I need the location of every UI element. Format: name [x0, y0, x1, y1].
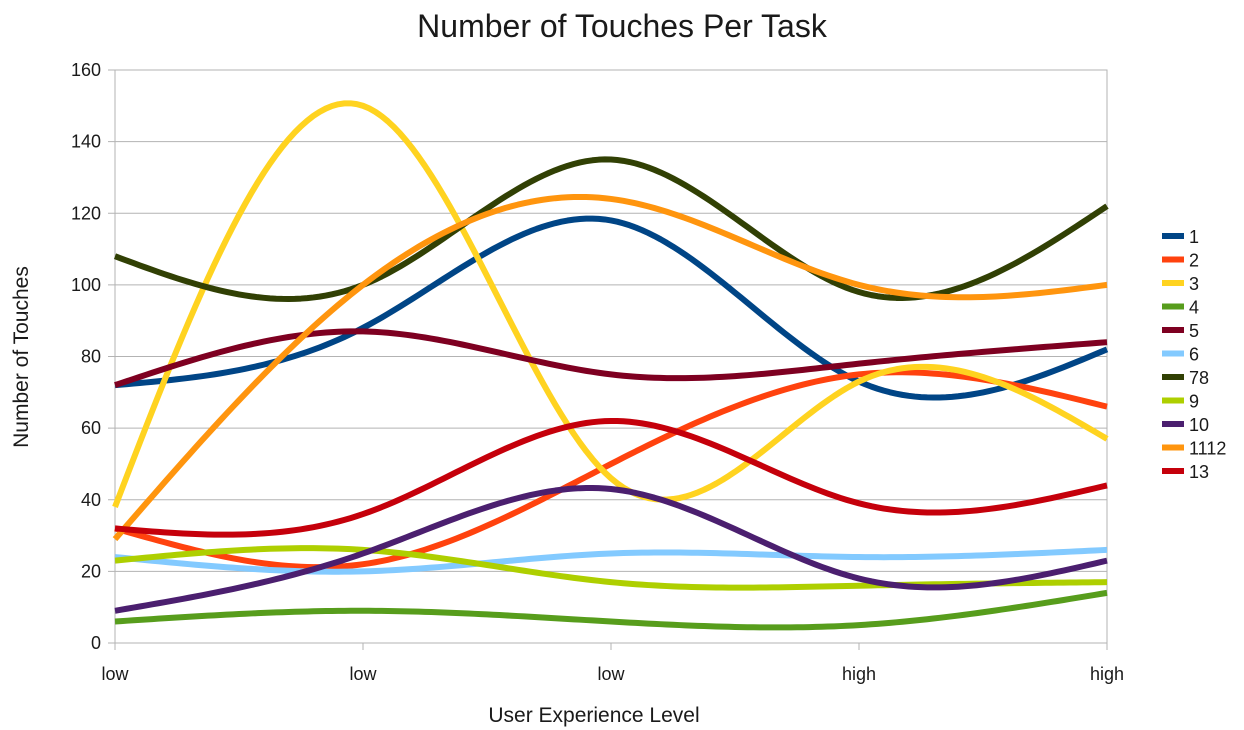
legend-label-3: 3 [1189, 274, 1199, 294]
series-line-4 [114, 589, 1108, 631]
legend-label-5: 5 [1189, 321, 1199, 341]
series-line-3 [112, 100, 1109, 508]
chart-title: Number of Touches Per Task [417, 8, 827, 44]
legend: 1 2 3 4 5 6 78 9 10 1112 13 [1162, 227, 1226, 482]
y-tick-label: 0 [91, 633, 101, 653]
series-line-1112 [112, 193, 1108, 542]
y-axis-title: Number of Touches [10, 266, 33, 448]
legend-label-9: 9 [1189, 392, 1199, 412]
y-tick-label: 100 [71, 275, 101, 295]
y-tick-label: 60 [81, 418, 101, 438]
legend-label-1: 1 [1189, 227, 1199, 247]
y-tick-label: 20 [81, 561, 101, 581]
series-line-5 [114, 328, 1108, 388]
series-line-13 [114, 417, 1108, 538]
y-tick-label: 40 [81, 490, 101, 510]
x-tick-label: high [1090, 664, 1124, 684]
legend-label-1112: 1112 [1189, 439, 1226, 459]
x-axis-title: User Experience Level [488, 704, 699, 727]
series-lines [112, 100, 1109, 631]
x-tick-label: low [101, 664, 129, 684]
y-tick-label: 140 [71, 132, 101, 152]
series-line-78 [113, 156, 1109, 302]
y-tick-label: 80 [81, 347, 101, 367]
x-tick-label: low [349, 664, 377, 684]
legend-label-78: 78 [1189, 368, 1209, 388]
legend-label-4: 4 [1189, 298, 1199, 318]
series-line-9 [114, 545, 1108, 591]
legend-label-10: 10 [1189, 415, 1209, 435]
x-tick-label: low [597, 664, 625, 684]
x-tick-label: high [842, 664, 876, 684]
series-line-2 [114, 369, 1108, 571]
tick-labels: 0 20 40 60 80 100 120 140 160 low low low high high [71, 60, 1124, 684]
legend-label-6: 6 [1189, 345, 1199, 365]
legend-label-2: 2 [1189, 251, 1199, 271]
y-tick-label: 120 [71, 203, 101, 223]
legend-label-13: 13 [1189, 462, 1209, 482]
series-line-6 [114, 546, 1108, 575]
y-tick-label: 160 [71, 60, 101, 80]
series-line-10 [114, 484, 1108, 614]
